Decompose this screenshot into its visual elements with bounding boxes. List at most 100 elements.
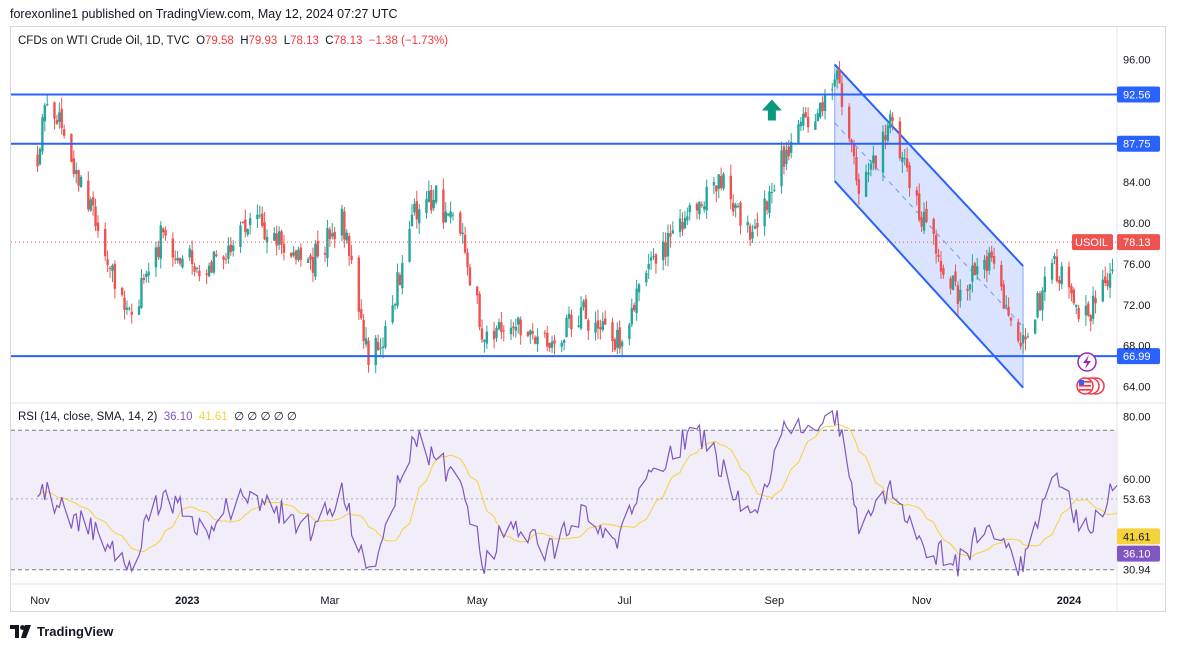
us-flag-events-icon[interactable]: [1076, 377, 1105, 395]
candle-body: [91, 197, 95, 206]
candle-body: [258, 215, 261, 217]
candle-body: [686, 216, 689, 221]
rsi-pane[interactable]: 80.00 60.00 53.63 30.94 41.61 36.10: [11, 410, 1177, 577]
candle-body: [736, 206, 740, 208]
candle-body: [734, 204, 737, 208]
candle-body: [1033, 319, 1037, 334]
candle-body: [1108, 273, 1112, 288]
candle-body: [765, 201, 769, 211]
price-axis[interactable]: 96.00 84.00 80.00 76.00 72.00 68.00 64.00: [1123, 54, 1151, 393]
rsi-lines: [37, 410, 1117, 577]
candle-body: [732, 202, 735, 212]
candle-body: [852, 143, 856, 157]
candle-body: [130, 311, 133, 315]
rsi-title[interactable]: RSI (14, close, SMA, 14, 2): [18, 411, 158, 423]
candle-body: [193, 266, 196, 272]
candle-body: [1089, 315, 1092, 322]
candle-body: [814, 121, 817, 130]
candle-body: [799, 121, 803, 127]
descending-channel[interactable]: [833, 63, 1024, 389]
price-tick-label: 84.00: [1123, 177, 1151, 189]
candle-body: [432, 199, 435, 209]
candle-body: [256, 214, 259, 219]
candle-body: [971, 265, 974, 282]
channel-midline: [834, 122, 1024, 328]
candle-body: [920, 217, 923, 227]
candle-body: [756, 223, 759, 228]
candle-body: [891, 117, 894, 121]
candle-body: [562, 340, 566, 344]
candle-body: [526, 331, 530, 337]
level-price-label: 92.56: [1123, 90, 1151, 102]
candle-body: [992, 256, 996, 264]
candle-body: [869, 163, 873, 170]
low-value: 78.13: [290, 35, 319, 47]
candle-body: [459, 212, 462, 234]
candle-body: [154, 247, 158, 268]
symbol-tag-bg: [1072, 234, 1113, 251]
time-tick-label: Mar: [320, 595, 339, 607]
candle-body: [517, 317, 520, 325]
time-axis[interactable]: Nov2023MarMayJulSepNov2024MarMay: [30, 595, 1177, 607]
candle-body: [289, 252, 293, 257]
rsi-value-label: 36.10: [1123, 549, 1151, 561]
symbol-title[interactable]: CFDs on WTI Crude Oil, 1D, TVC: [18, 35, 190, 47]
candle-body: [925, 208, 928, 222]
lightning-icon[interactable]: [1077, 352, 1097, 372]
candle-body: [599, 327, 602, 330]
candle-body: [823, 93, 827, 111]
up-arrow-icon[interactable]: [761, 99, 782, 121]
candle-body: [780, 150, 783, 187]
candle-body: [1070, 285, 1073, 294]
candle-body: [145, 273, 148, 278]
price-pane[interactable]: 92.56 87.75 66.99 USOIL 78.13 96.00 84.00 80.…: [11, 54, 1177, 394]
candle-body: [939, 260, 943, 272]
rsi-band-fill: [11, 430, 1117, 570]
candle-body: [343, 211, 346, 240]
candle-body: [1111, 269, 1114, 272]
candle-body: [232, 245, 235, 252]
candle-body: [611, 322, 614, 342]
up-arrow-annotation[interactable]: [761, 99, 782, 121]
candle-body: [273, 233, 276, 241]
candle-body: [1106, 280, 1109, 287]
candle-body: [1007, 306, 1010, 316]
rsi-axis[interactable]: 80.00 60.00 53.63 30.94 41.61 36.10: [1117, 411, 1160, 577]
candle-body: [937, 254, 940, 258]
horizontal-levels[interactable]: 92.56 87.75 66.99: [11, 86, 1160, 365]
candle-body: [596, 320, 600, 329]
candle-body: [241, 221, 245, 223]
open-value: 79.58: [205, 35, 234, 47]
candle-body: [188, 248, 191, 258]
candle-body: [408, 228, 411, 262]
candle-body: [1174, 240, 1176, 252]
symbol-legend[interactable]: CFDs on WTI Crude Oil, 1D, TVC O79.58 H7…: [18, 35, 448, 47]
candle-body: [239, 225, 242, 247]
candle-body: [331, 233, 334, 237]
candle-body: [613, 339, 617, 350]
candle-body: [1000, 264, 1003, 287]
candle-body: [553, 340, 556, 344]
candle-body: [77, 170, 80, 186]
candle-body: [519, 319, 522, 336]
candle-body: [587, 320, 590, 331]
channel-lower-line[interactable]: [833, 180, 1024, 389]
candle-body: [381, 346, 385, 349]
channel-upper-line[interactable]: [833, 63, 1024, 267]
candle-body: [299, 247, 303, 260]
candle-body: [314, 243, 317, 277]
channel-fill: [834, 64, 1024, 388]
rsi-legend[interactable]: RSI (14, close, SMA, 14, 2) 36.10 41.61 …: [18, 409, 297, 423]
candle-body: [46, 104, 49, 106]
candle-body: [280, 231, 283, 245]
candle-body: [565, 317, 568, 338]
candle-body: [630, 307, 633, 325]
time-tick-label: 2024: [1057, 595, 1082, 607]
candle-body: [306, 259, 310, 264]
candle-body: [1145, 285, 1147, 286]
candle-body: [898, 121, 902, 159]
candle-body: [125, 307, 129, 310]
price-tick-label: 76.00: [1123, 259, 1151, 271]
tradingview-logo[interactable]: TradingView: [10, 624, 113, 639]
